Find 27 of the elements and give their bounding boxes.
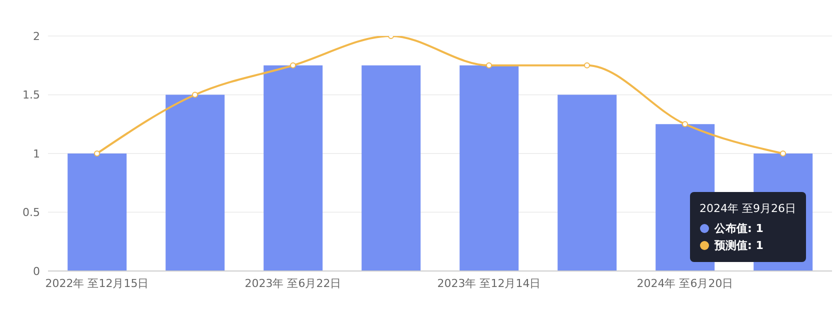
- point: [290, 62, 296, 68]
- bar: [460, 65, 519, 271]
- point: [584, 62, 590, 68]
- point: [682, 121, 688, 128]
- annotation: 2024年 至9月26日: [700, 201, 796, 217]
- point: [780, 150, 786, 156]
- bar: [558, 94, 617, 271]
- x-tick-label: 2023年 至12月14日: [437, 276, 541, 290]
- x-tick-label: 2024年 至6月20日: [636, 276, 734, 290]
- annotation: : 1: [748, 221, 764, 237]
- y-tick-label: 0: [33, 264, 40, 278]
- legend-label: 预测值: [714, 238, 748, 254]
- x-tick-label: 2022年 至12月15日: [45, 276, 149, 290]
- y-tick-label: 1.5: [22, 88, 40, 102]
- point: [486, 62, 492, 68]
- y-tick-label: 2: [33, 30, 40, 43]
- x-tick-label: 2023年 至6月22日: [244, 276, 342, 290]
- legend-label: 公布值: [714, 221, 748, 237]
- bar: [68, 154, 127, 271]
- bar: [264, 65, 323, 271]
- point: [192, 92, 198, 98]
- point: [94, 150, 100, 156]
- bar: [166, 94, 225, 271]
- y-tick-label: 1: [33, 147, 40, 160]
- bar: [362, 65, 421, 271]
- annotation: : 1: [748, 238, 764, 254]
- y-tick-label: 0.5: [22, 206, 40, 220]
